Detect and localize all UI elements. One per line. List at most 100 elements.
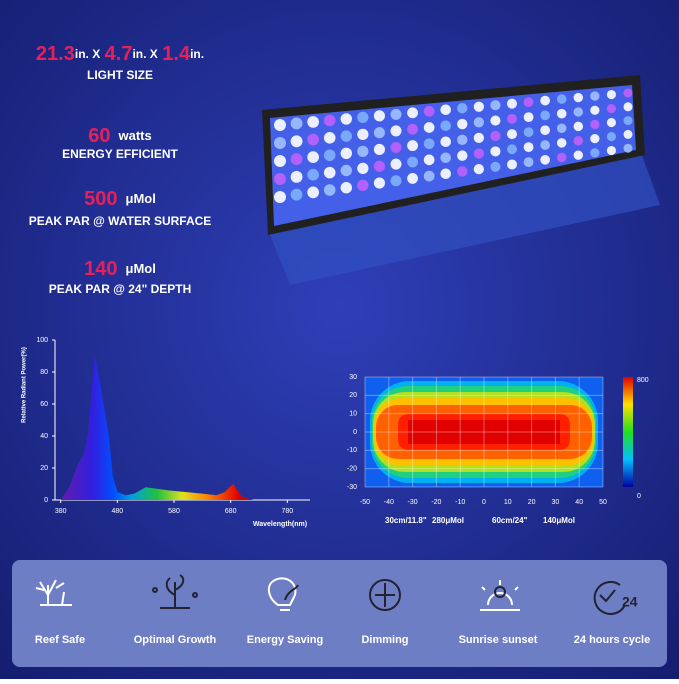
feature-label: 24 hours cycle <box>574 634 650 646</box>
spec-label: PEAK PAR @ 24" DEPTH <box>49 282 192 296</box>
spec-value-line: 140 μMol <box>84 258 156 280</box>
y-tick-label: -10 <box>347 447 357 454</box>
led <box>623 129 633 139</box>
led <box>473 101 484 112</box>
led <box>390 142 402 154</box>
spec-unit: in. X <box>132 47 157 61</box>
colorbar-label: 0 <box>637 493 641 500</box>
led <box>323 132 336 144</box>
y-tick-label: 60 <box>40 401 48 408</box>
led <box>290 188 303 201</box>
led <box>307 168 319 181</box>
led <box>473 163 484 175</box>
spec-unit: μMol <box>126 191 156 206</box>
led <box>357 162 369 175</box>
led <box>423 154 435 166</box>
led <box>457 118 468 130</box>
y-axis-label: Relative Radiant Power(%) <box>22 347 28 423</box>
feature-label: Optimal Growth <box>134 634 217 646</box>
led <box>590 119 600 130</box>
feature-label: Dimming <box>361 634 408 646</box>
led <box>307 151 319 164</box>
led <box>357 111 369 124</box>
led <box>373 177 385 189</box>
led <box>606 145 617 156</box>
led <box>390 125 402 137</box>
y-tick-label: -30 <box>347 484 357 491</box>
x-tick-label: 380 <box>55 508 67 515</box>
x-tick-label: 20 <box>528 499 536 506</box>
caption: 280μMol <box>432 516 464 525</box>
spec-value: 21.3 <box>36 43 75 65</box>
x-tick-label: 480 <box>111 508 123 515</box>
led <box>423 122 435 133</box>
led <box>606 103 617 114</box>
spec-value: 4.7 <box>105 43 133 65</box>
led <box>473 132 484 144</box>
led <box>407 172 419 184</box>
led <box>623 116 633 126</box>
led <box>523 142 534 153</box>
product-image <box>262 75 660 285</box>
led <box>323 184 336 196</box>
y-tick-label: 0 <box>353 429 357 436</box>
led <box>606 131 617 142</box>
led <box>373 110 385 122</box>
led <box>340 147 352 160</box>
led <box>556 152 567 163</box>
led <box>457 103 468 114</box>
led <box>573 121 583 132</box>
led <box>390 175 402 187</box>
led <box>507 144 517 155</box>
feature-label: Sunrise sunset <box>459 634 538 646</box>
spec-label: ENERGY EFFICIENT <box>62 147 178 161</box>
led <box>290 153 303 166</box>
spec-label: LIGHT SIZE <box>87 68 153 82</box>
spectrum-area <box>60 356 254 500</box>
led <box>540 95 551 106</box>
features: Reef Safe Optimal Growth Energy Saving Dimm… <box>35 634 650 646</box>
led <box>423 138 435 150</box>
led <box>274 137 286 149</box>
par-map-axes: -50 -40 -30 -20 -10 0 10 20 30 40 50 -30 -20 -10 0 10 20… <box>347 374 649 506</box>
led <box>423 170 435 182</box>
led <box>390 108 402 120</box>
led <box>357 179 369 192</box>
led <box>357 128 369 141</box>
led <box>590 134 600 144</box>
led <box>473 148 484 159</box>
led <box>423 105 435 117</box>
y-tick-label: 40 <box>40 433 48 440</box>
led <box>390 158 402 170</box>
led <box>457 150 468 161</box>
led <box>556 108 567 119</box>
spec-unit: μMol <box>126 261 156 276</box>
x-tick-label: 580 <box>168 508 180 515</box>
led <box>523 112 534 123</box>
spectrum-chart: Relative Radiant Power(%) Wavelength(nm)… <box>22 337 310 528</box>
led <box>490 130 501 142</box>
spec-size: 21.3in. X 4.7in. X 1.4in. <box>36 43 204 65</box>
led <box>340 130 352 142</box>
x-tick-label: -50 <box>360 499 370 506</box>
feature-icons: 24 <box>35 574 638 615</box>
led <box>606 117 617 128</box>
led <box>457 166 468 177</box>
spec-label: PEAK PAR @ WATER SURFACE <box>29 214 212 228</box>
led <box>440 136 452 148</box>
x-tick-label: 10 <box>504 499 512 506</box>
led <box>290 135 303 148</box>
led <box>407 123 419 135</box>
led <box>507 113 517 124</box>
led <box>556 138 567 148</box>
par-map <box>365 377 633 487</box>
led <box>274 191 286 203</box>
led <box>556 123 567 134</box>
x-tick-label: 40 <box>575 499 583 506</box>
x-tick-label: 680 <box>225 508 237 515</box>
led <box>540 154 551 165</box>
spec-value-line: 500 μMol <box>84 188 156 210</box>
caption: 60cm/24" <box>492 516 528 525</box>
feature-label: Reef Safe <box>35 634 85 646</box>
